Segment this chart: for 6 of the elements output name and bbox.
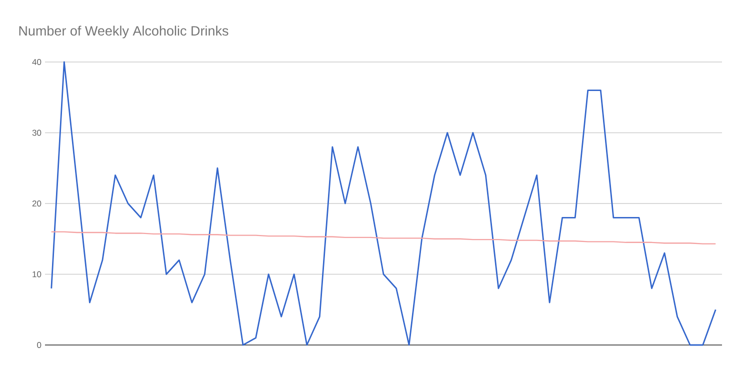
y-tick-label: 0 — [37, 342, 42, 348]
y-tick-label: 20 — [32, 200, 42, 207]
chart-title: Number of Weekly Alcoholic Drinks — [19, 26, 228, 38]
y-tick-label: 40 — [32, 58, 42, 66]
y-tick-label: 30 — [32, 130, 42, 136]
y-tick-label: 10 — [32, 271, 42, 278]
